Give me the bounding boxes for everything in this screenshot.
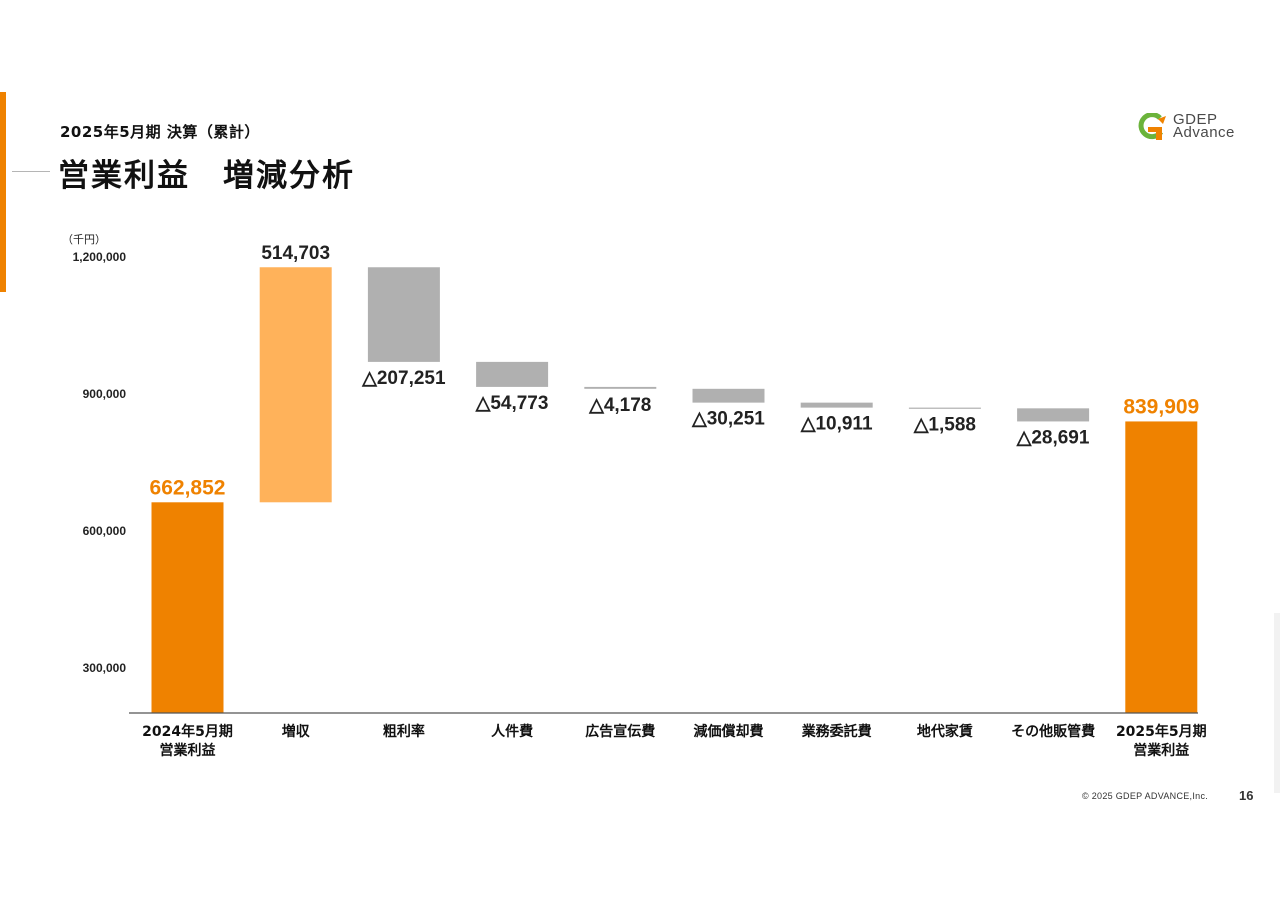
data-label: △207,251 <box>361 368 446 389</box>
category-label: 営業利益 <box>1133 742 1189 759</box>
logo-text-gdep: GDEP <box>1173 111 1218 128</box>
data-label: △30,251 <box>691 409 765 430</box>
bar-decrease-5 <box>692 388 765 403</box>
category-label: 業務委託費 <box>801 723 872 740</box>
bar-total-0 <box>151 502 224 713</box>
bar-decrease-6 <box>800 402 873 408</box>
category-label: その他販管費 <box>1011 723 1095 740</box>
data-label: △4,178 <box>588 395 651 416</box>
data-label: △10,911 <box>800 414 873 435</box>
gdep-logo-icon <box>1138 113 1166 140</box>
bars <box>151 267 1198 713</box>
y-axis: 1,200,000 900,000 600,000 300,000 <box>73 250 127 675</box>
y-tick-label: 1,200,000 <box>73 250 127 264</box>
page-number: 16 <box>1239 788 1254 803</box>
data-label: 662,852 <box>150 476 226 499</box>
y-tick-label: 900,000 <box>83 387 127 401</box>
company-logo: GDEP Advance <box>1136 112 1261 142</box>
data-label: 839,909 <box>1123 395 1199 418</box>
category-label: 減価償却費 <box>694 723 764 740</box>
bar-increase-1 <box>259 267 332 503</box>
logo-text-advance: Advance <box>1173 124 1235 141</box>
category-label: 粗利率 <box>383 723 425 740</box>
title-divider <box>12 171 50 172</box>
copyright-text: © 2025 GDEP ADVANCE,Inc. <box>1082 791 1209 801</box>
category-label: 地代家賃 <box>917 723 973 740</box>
page-subtitle: 2025年5月期 決算（累計） <box>60 123 260 141</box>
category-label: 営業利益 <box>160 742 216 759</box>
category-label: 人件費 <box>491 723 533 740</box>
bar-decrease-2 <box>367 267 440 362</box>
y-tick-label: 300,000 <box>83 661 127 675</box>
category-label: 広告宣伝費 <box>585 723 655 740</box>
category-label: 2024年5月期 <box>142 723 233 740</box>
data-label: 514,703 <box>261 243 330 264</box>
scroll-edge <box>1274 613 1280 793</box>
data-labels: 662,852 514,703 △207,251 △54,773 △4,178 △30,2… <box>150 243 1200 499</box>
bar-total-9 <box>1125 421 1198 713</box>
left-accent-bar <box>0 92 6 292</box>
category-label: 増収 <box>282 723 311 740</box>
unit-label: （千円） <box>62 233 106 246</box>
category-label: 2025年5月期 <box>1116 723 1207 740</box>
data-label: △28,691 <box>1016 427 1090 448</box>
category-labels: 2024年5月期営業利益増収 粗利率 人件費 広告宣伝費 減価償却費 業務委託費 地代家賃そ… <box>142 723 1207 759</box>
bar-decrease-4 <box>584 386 657 389</box>
waterfall-chart: （千円） 1,200,000 900,000 600,000 300,000 662,… <box>62 233 1207 759</box>
bar-decrease-3 <box>476 361 549 387</box>
data-label: △54,773 <box>475 393 549 414</box>
bar-decrease-7 <box>908 407 981 409</box>
data-label: △1,588 <box>913 414 976 435</box>
page-title: 営業利益 増減分析 <box>58 158 355 194</box>
bar-decrease-8 <box>1017 408 1090 422</box>
y-tick-label: 600,000 <box>83 524 127 538</box>
